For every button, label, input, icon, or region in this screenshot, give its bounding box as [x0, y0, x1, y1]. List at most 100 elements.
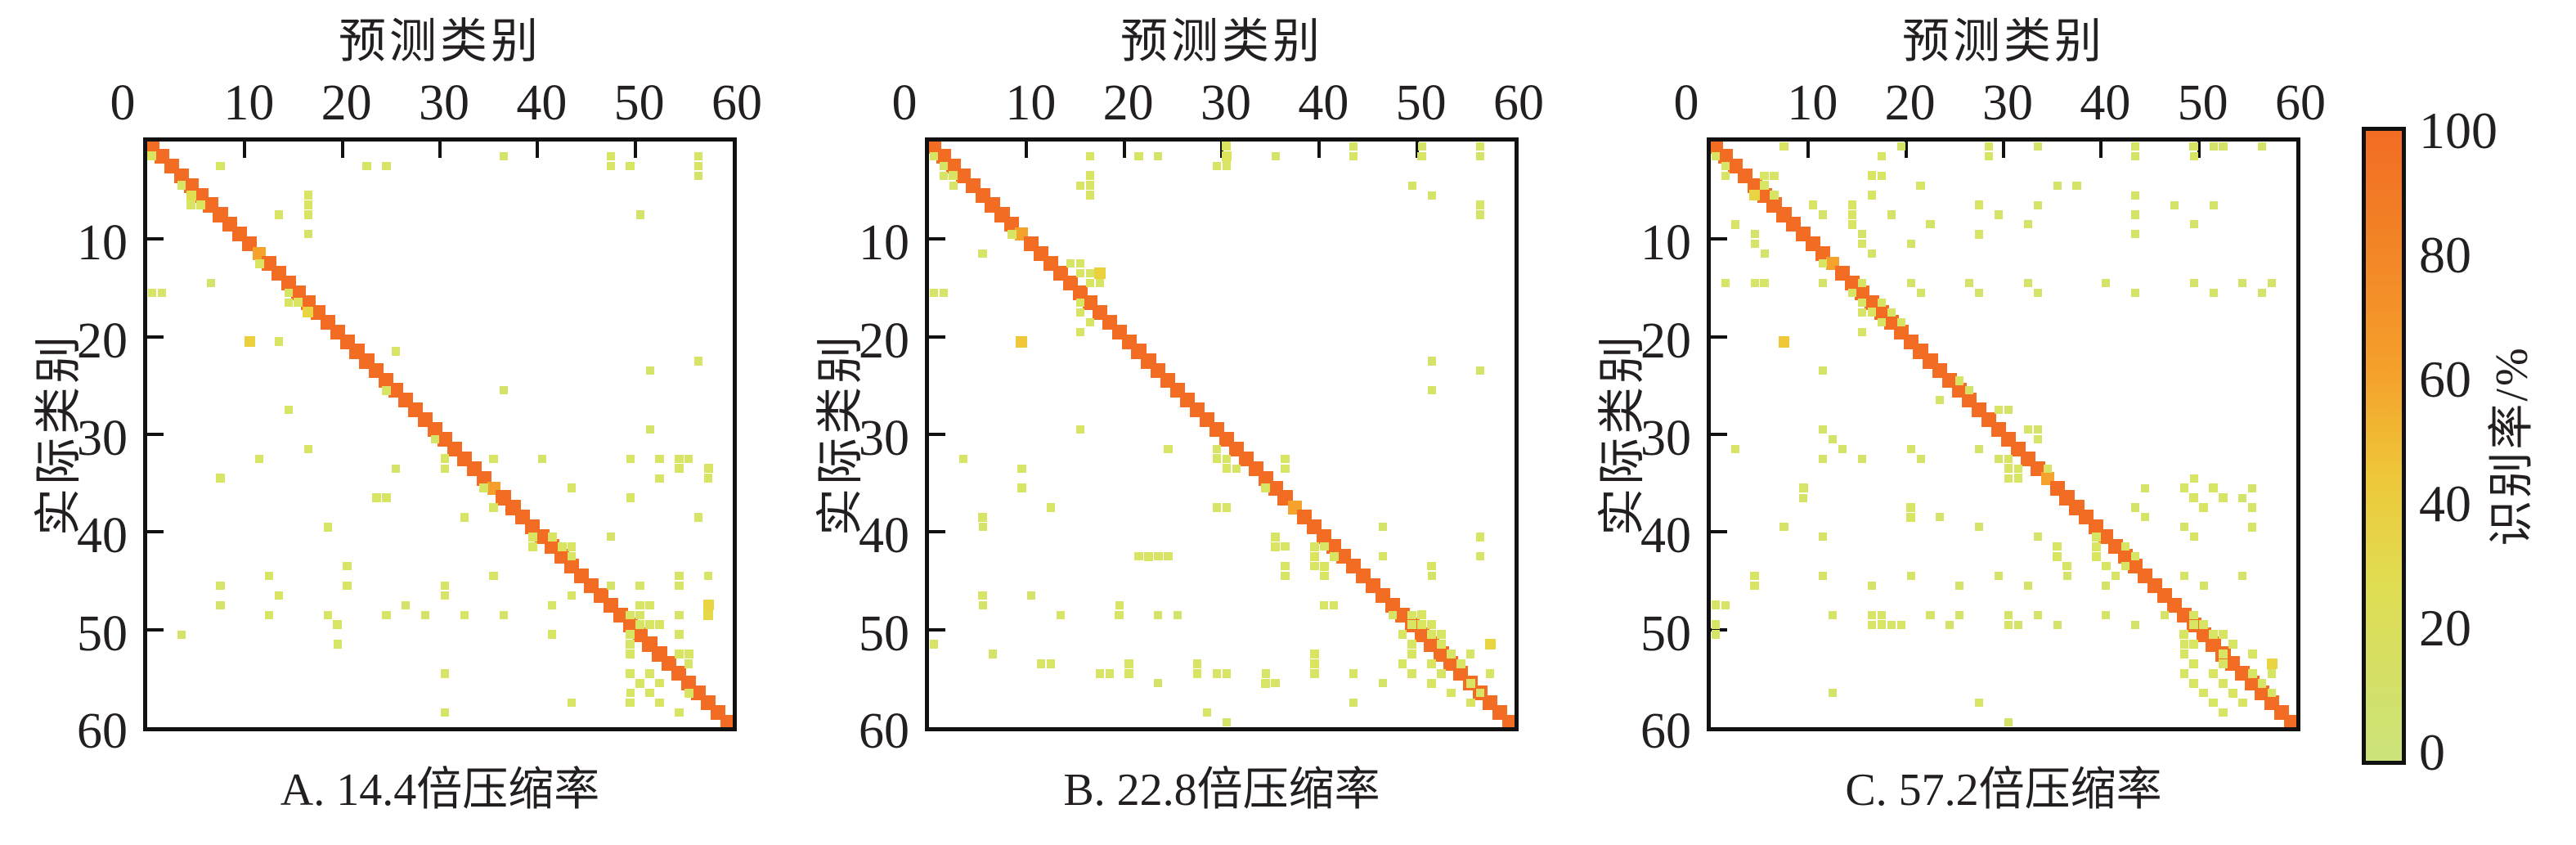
- matrix-cell: [1115, 610, 1124, 620]
- matrix-cell: [2062, 561, 2071, 571]
- matrix-cell: [2189, 659, 2199, 668]
- matrix-cell: [1847, 210, 1857, 219]
- matrix-cell: [1378, 679, 1387, 688]
- matrix-cell: [2189, 220, 2198, 229]
- matrix-cell: [372, 493, 381, 502]
- matrix-cell: [1476, 689, 1485, 698]
- matrix-cell: [606, 533, 615, 542]
- matrix-cell: [2189, 142, 2198, 151]
- matrix-cell: [635, 620, 644, 630]
- matrix-cell: [1427, 679, 1436, 688]
- matrix-cell: [655, 474, 664, 483]
- y-tick-label: 20: [77, 312, 128, 369]
- matrix-cell: [1174, 610, 1183, 619]
- matrix-cell: [147, 288, 157, 298]
- matrix-cell: [1750, 240, 1759, 249]
- matrix-cell: [1417, 151, 1426, 161]
- matrix-cell: [1115, 600, 1124, 609]
- matrix-cell: [1066, 259, 1075, 268]
- matrix-cell: [1760, 249, 1769, 258]
- matrix-cell: [655, 699, 664, 708]
- matrix-cell: [303, 200, 313, 209]
- matrix-cell: [606, 581, 615, 590]
- x-axis-tick: [1025, 142, 1029, 158]
- matrix-cell: [2268, 689, 2277, 698]
- matrix-cell: [2238, 493, 2247, 502]
- x-tick-label: 40: [516, 75, 568, 131]
- matrix-cell: [1847, 200, 1857, 209]
- matrix-cell: [1819, 366, 1828, 375]
- matrix-cell: [1936, 513, 1945, 522]
- matrix-cell: [2209, 698, 2218, 708]
- matrix-cell: [1427, 620, 1436, 630]
- colorbar-tick-label: 20: [2419, 599, 2471, 657]
- y-axis-tick: [929, 335, 945, 339]
- matrix-cell: [1192, 669, 1202, 678]
- matrix-cell: [2179, 640, 2189, 649]
- matrix-cell: [1857, 278, 1867, 288]
- matrix-cell: [1309, 658, 1319, 668]
- y-tick-label: 30: [1640, 411, 1691, 466]
- matrix-cell: [1857, 454, 1866, 463]
- y-axis-tick: [147, 530, 164, 534]
- matrix-cell: [2053, 542, 2062, 551]
- colorbar-tick-label: 80: [2419, 226, 2471, 284]
- matrix-cell: [1749, 190, 1761, 201]
- x-tick-label: 20: [1884, 75, 1936, 131]
- matrix-cell: [2199, 688, 2208, 698]
- matrix-cell: [499, 151, 508, 160]
- matrix-cell: [244, 335, 255, 348]
- matrix-cell: [2248, 483, 2257, 492]
- matrix-cell: [1407, 640, 1416, 649]
- matrix-cell: [1984, 142, 1994, 151]
- matrix-cell: [1281, 542, 1290, 551]
- colorbar: [2362, 127, 2406, 765]
- matrix-cell: [626, 698, 635, 708]
- matrix-cell: [1829, 610, 1838, 619]
- matrix-cell: [1916, 454, 1925, 463]
- matrix-cell: [702, 609, 714, 620]
- matrix-cell: [2092, 551, 2101, 561]
- x-axis-tick: [1317, 142, 1322, 158]
- matrix-cell: [1222, 503, 1232, 512]
- matrix-cell: [1017, 464, 1026, 473]
- matrix-cell: [1721, 600, 1730, 610]
- x-axis-tick: [633, 142, 637, 158]
- matrix-cell: [265, 571, 274, 581]
- matrix-cell: [1085, 278, 1095, 288]
- matrix-cell: [440, 581, 450, 591]
- matrix-cell: [1750, 278, 1759, 288]
- matrix-cell: [1730, 444, 1739, 454]
- matrix-cell: [1847, 220, 1857, 229]
- matrix-cell: [1075, 181, 1085, 190]
- matrix-cell: [177, 630, 186, 639]
- matrix-cell: [2033, 425, 2042, 434]
- matrix-cell: [1212, 161, 1222, 171]
- matrix-cell: [303, 230, 312, 239]
- matrix-cell: [978, 249, 987, 258]
- y-axis-tick: [929, 627, 945, 632]
- matrix-cell: [1212, 669, 1222, 678]
- matrix-cell: [2189, 493, 2198, 502]
- matrix-cell: [303, 210, 313, 219]
- matrix-cell: [2199, 503, 2208, 512]
- matrix-cell: [1447, 649, 1456, 658]
- matrix-cell: [489, 454, 498, 463]
- matrix-cell: [294, 298, 303, 308]
- matrix-cell: [1047, 659, 1056, 668]
- matrix-cell: [694, 357, 703, 366]
- y-tick-label: 60: [77, 703, 128, 759]
- panel-caption: A. 14.4倍压缩率: [280, 765, 600, 816]
- matrix-cell: [254, 258, 264, 268]
- matrix-cell: [1926, 220, 1935, 229]
- matrix-cell: [2023, 581, 2032, 590]
- matrix-cell: [284, 288, 294, 298]
- x-tick-label: 30: [1200, 75, 1251, 131]
- colorbar-title: 识别率/%: [2487, 345, 2538, 546]
- matrix-cell: [635, 210, 644, 219]
- matrix-cell: [2248, 503, 2257, 512]
- panel-caption: B. 22.8倍压缩率: [1063, 765, 1380, 816]
- matrix-cell: [460, 610, 469, 619]
- y-tick-label: 20: [859, 312, 909, 369]
- matrix-cell: [1711, 151, 1721, 161]
